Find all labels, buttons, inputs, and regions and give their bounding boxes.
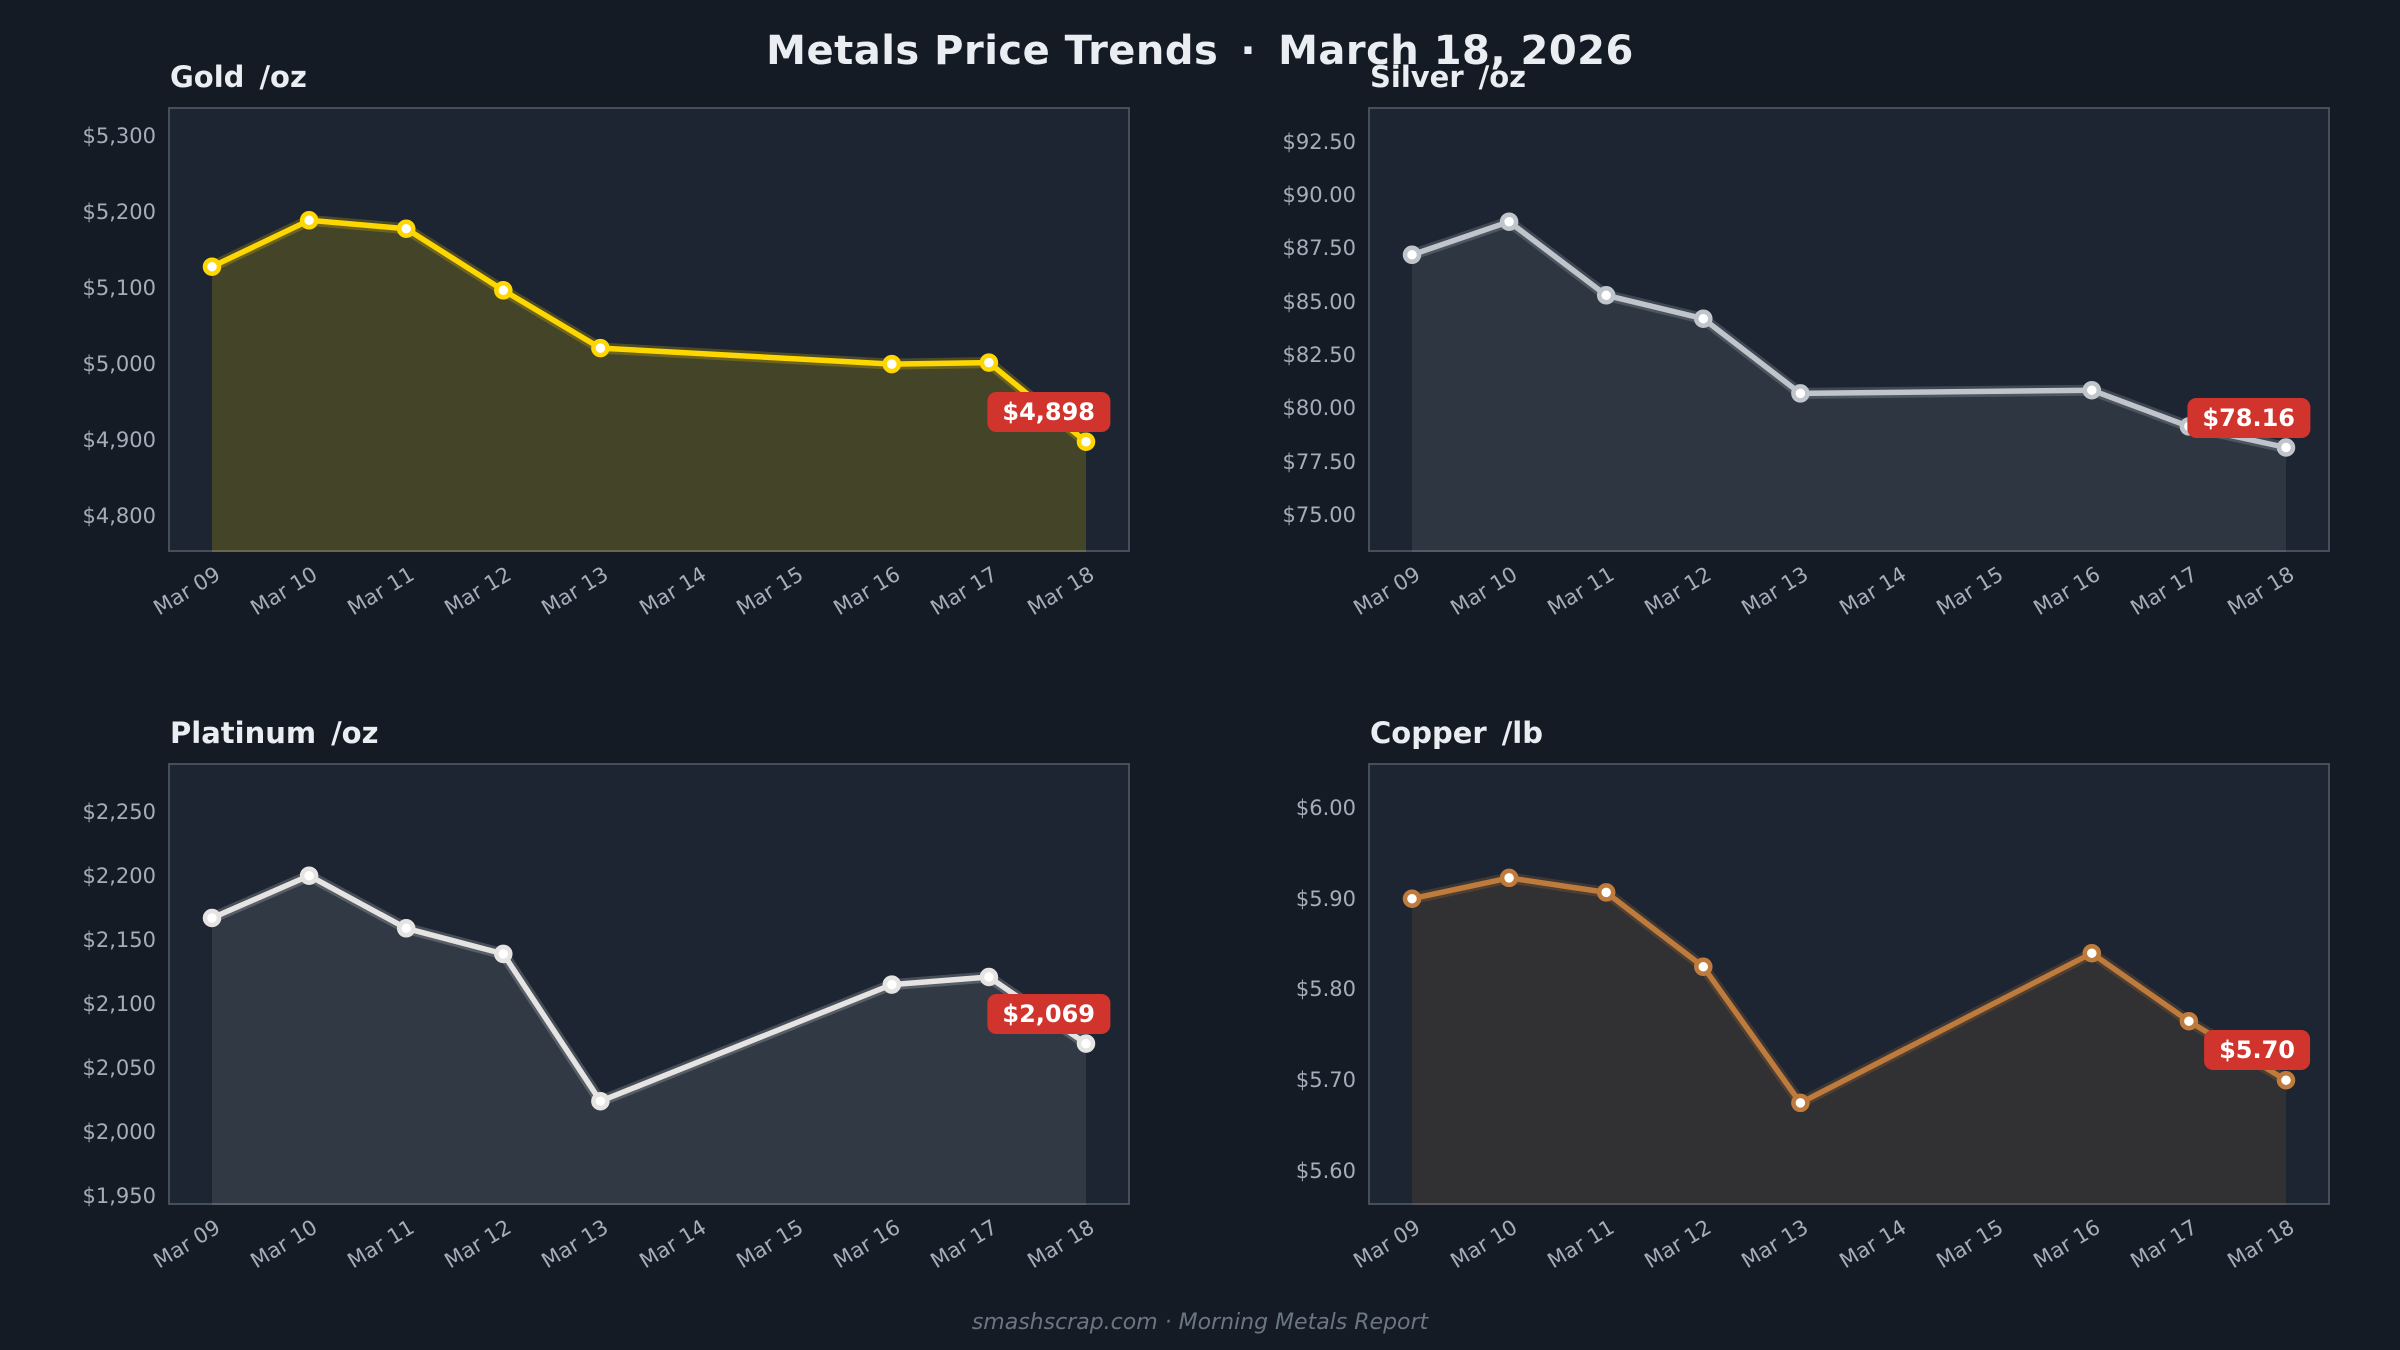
y-axis-tick-label: $5.60 <box>1295 1158 1356 1183</box>
price-line <box>1409 218 2289 451</box>
chart-panel <box>1368 763 2330 1205</box>
chart-panel <box>1368 107 2330 552</box>
y-axis-tick-label: $77.50 <box>1282 449 1356 474</box>
data-point-marker <box>1791 384 1810 403</box>
data-point-marker <box>1694 309 1713 328</box>
data-point-marker <box>882 354 902 374</box>
last-price-badge: $4,898 <box>987 391 1110 432</box>
data-point-marker <box>494 944 513 964</box>
chart-metal-name: Silver <box>1370 60 1464 94</box>
data-point-marker <box>299 211 319 230</box>
data-point-marker <box>2179 1011 2199 1031</box>
data-point-marker <box>396 219 416 238</box>
y-axis-tick-label: $5.80 <box>1295 977 1356 1002</box>
y-axis-tick-label: $5,000 <box>82 352 156 377</box>
y-axis-tick-label: $5,200 <box>82 199 156 224</box>
chart-title: Copper/lb <box>1370 716 1543 750</box>
y-axis-tick-label: $2,150 <box>82 927 156 952</box>
data-point-marker <box>494 281 513 300</box>
y-axis-tick-label: $90.00 <box>1282 183 1356 208</box>
data-point-marker <box>591 338 610 358</box>
price-line <box>209 217 1089 445</box>
chart-plot <box>202 211 1096 552</box>
price-area-fill <box>1412 221 2286 552</box>
data-point-marker <box>1402 889 1422 908</box>
data-point-marker <box>2276 438 2296 457</box>
price-area-fill <box>1412 877 2286 1205</box>
y-axis-tick-label: $82.50 <box>1282 342 1356 367</box>
y-axis-tick-label: $2,000 <box>82 1119 156 1144</box>
chart-plot <box>1402 212 2296 552</box>
y-axis-tick-label: $5.70 <box>1295 1068 1356 1093</box>
data-point-marker <box>1076 432 1096 451</box>
chart-panel <box>168 763 1130 1205</box>
chart-unit: /oz <box>1478 60 1527 94</box>
last-price-badge: $78.16 <box>2187 397 2310 438</box>
y-axis-tick-label: $5,300 <box>82 123 156 148</box>
y-axis-tick-label: $2,100 <box>82 991 156 1016</box>
y-axis-tick-label: $2,200 <box>82 863 156 888</box>
chart-unit: /oz <box>331 716 379 750</box>
chart-metal-name: Copper <box>1370 716 1487 750</box>
last-price-badge: $2,069 <box>987 993 1110 1034</box>
data-point-marker <box>1499 868 1519 888</box>
chart-unit: /oz <box>259 60 307 94</box>
data-point-marker <box>979 967 999 987</box>
chart-plot <box>202 866 1096 1205</box>
page-title-text: Metals Price Trends <box>766 28 1219 74</box>
chart-panel <box>168 107 1130 552</box>
data-point-marker <box>1596 286 1616 305</box>
footer-credit: smashscrap.com · Morning Metals Report <box>971 1310 1429 1335</box>
data-point-marker <box>1791 1093 1810 1113</box>
y-axis-tick-label: $80.00 <box>1282 396 1356 421</box>
chart-title: Platinum/oz <box>170 716 378 750</box>
chart-title: Gold/oz <box>170 60 307 94</box>
data-point-marker <box>882 975 902 994</box>
y-axis-tick-label: $5,100 <box>82 276 156 301</box>
data-point-marker <box>396 919 416 938</box>
chart-metal-name: Gold <box>170 60 245 94</box>
chart-unit: /lb <box>1501 716 1543 750</box>
data-point-marker <box>1076 1034 1096 1053</box>
data-point-marker <box>979 353 999 372</box>
y-axis-tick-label: $2,050 <box>82 1055 156 1080</box>
data-point-marker <box>299 866 319 885</box>
price-line <box>209 872 1089 1104</box>
y-axis-tick-label: $6.00 <box>1295 796 1356 820</box>
chart-plot <box>1402 868 2296 1205</box>
y-axis-tick-label: $92.50 <box>1282 129 1356 154</box>
price-area-fill <box>212 220 1086 552</box>
data-point-marker <box>591 1091 610 1111</box>
data-point-marker <box>2276 1070 2296 1090</box>
y-axis-tick-label: $4,900 <box>82 428 156 453</box>
y-axis-tick-label: $85.00 <box>1282 289 1356 314</box>
price-line <box>1409 875 2289 1106</box>
page-date: March 18, 2026 <box>1278 28 1634 74</box>
chart-metal-name: Platinum <box>170 716 317 750</box>
data-point-marker <box>1499 212 1519 231</box>
y-axis-tick-label: $1,950 <box>82 1184 156 1209</box>
last-price-badge: $5.70 <box>2204 1030 2310 1071</box>
y-axis-tick-label: $2,250 <box>82 799 156 824</box>
data-point-marker <box>1402 245 1422 265</box>
data-point-marker <box>202 257 222 276</box>
page-title: Metals Price Trends · March 18, 2026 <box>0 28 2400 74</box>
chart-title: Silver/oz <box>1370 60 1526 94</box>
data-point-marker <box>2082 380 2102 400</box>
y-axis-tick-label: $4,800 <box>82 504 156 529</box>
data-point-marker <box>2082 943 2102 963</box>
title-separator-dot: · <box>1240 28 1257 74</box>
price-area-fill <box>212 875 1086 1205</box>
data-point-marker <box>1694 957 1713 977</box>
y-axis-tick-label: $75.00 <box>1282 502 1356 527</box>
y-axis-tick-label: $5.90 <box>1295 886 1356 911</box>
data-point-marker <box>1596 883 1616 902</box>
y-axis-tick-label: $87.50 <box>1282 236 1356 261</box>
data-point-marker <box>202 908 222 928</box>
